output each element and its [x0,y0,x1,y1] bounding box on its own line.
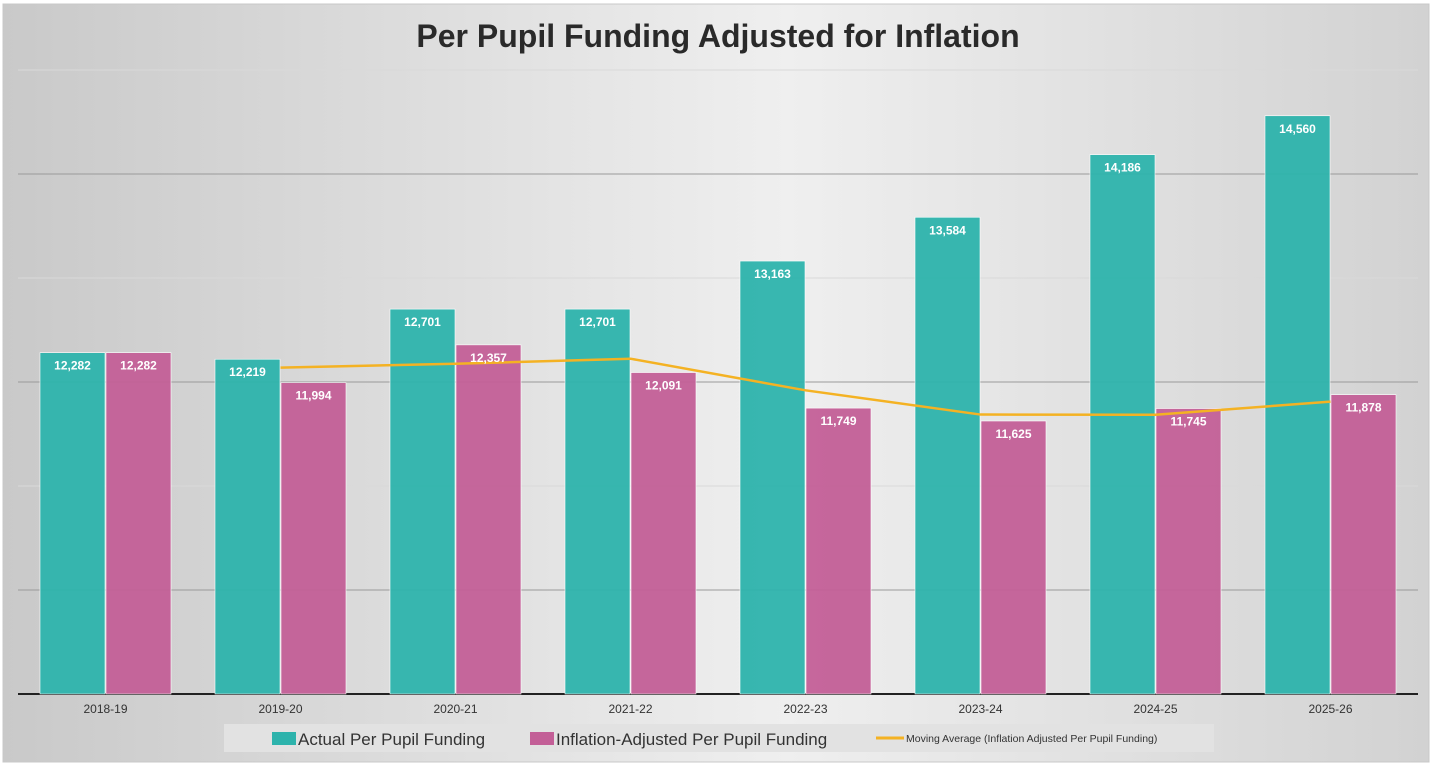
data-label: 12,701 [404,315,441,329]
bar-inflation-adjusted [455,344,522,695]
bar-inflation-adjusted [1330,394,1397,695]
x-tick-label: 2020-21 [433,702,477,716]
legend-label-moving-average: Moving Average (Inflation Adjusted Per P… [906,733,1157,745]
data-label: 11,749 [820,414,856,428]
data-label: 11,625 [995,427,1031,441]
x-tick-label: 2024-25 [1133,702,1177,716]
bar-actual [39,352,106,695]
x-tick-label: 2023-24 [958,702,1002,716]
legend: Actual Per Pupil Funding Inflation-Adjus… [224,724,1214,752]
bar-inflation-adjusted [105,352,172,695]
legend-swatch-actual [272,732,296,745]
bar-inflation-adjusted [980,420,1047,695]
data-label: 12,282 [54,359,91,373]
bar-inflation-adjusted [280,382,347,695]
data-label: 14,560 [1279,122,1316,136]
data-label: 13,584 [929,223,966,237]
bar-actual [914,216,981,695]
data-label: 12,091 [645,379,682,393]
data-label: 13,163 [754,267,791,281]
moving-average-line [280,357,1331,417]
x-tick-label: 2018-19 [83,702,127,716]
x-tick-label: 2025-26 [1308,702,1352,716]
bar-inflation-adjusted [1155,408,1222,695]
bar-inflation-adjusted [630,372,697,695]
x-tick-label: 2022-23 [783,702,827,716]
data-label: 12,357 [470,351,507,365]
data-label: 11,994 [295,389,331,403]
data-label: 12,282 [120,359,157,373]
data-label: 12,701 [579,315,616,329]
data-label: 12,219 [229,365,266,379]
legend-background [224,724,1214,752]
data-label: 11,878 [1345,401,1381,415]
bar-inflation-adjusted [805,407,872,695]
bar-actual [389,308,456,695]
data-label: 14,186 [1104,161,1141,175]
data-label: 11,745 [1170,415,1206,429]
legend-label-inflation-adjusted: Inflation-Adjusted Per Pupil Funding [556,730,827,749]
bar-actual [1089,154,1156,695]
bar-actual [214,358,281,695]
legend-swatch-inflation-adjusted [530,732,554,745]
x-tick-label: 2021-22 [608,702,652,716]
chart-title: Per Pupil Funding Adjusted for Inflation [416,18,1019,54]
legend-label-actual: Actual Per Pupil Funding [298,730,485,749]
bar-actual [564,308,631,695]
x-tick-label: 2019-20 [258,702,302,716]
bar-actual [739,260,806,695]
